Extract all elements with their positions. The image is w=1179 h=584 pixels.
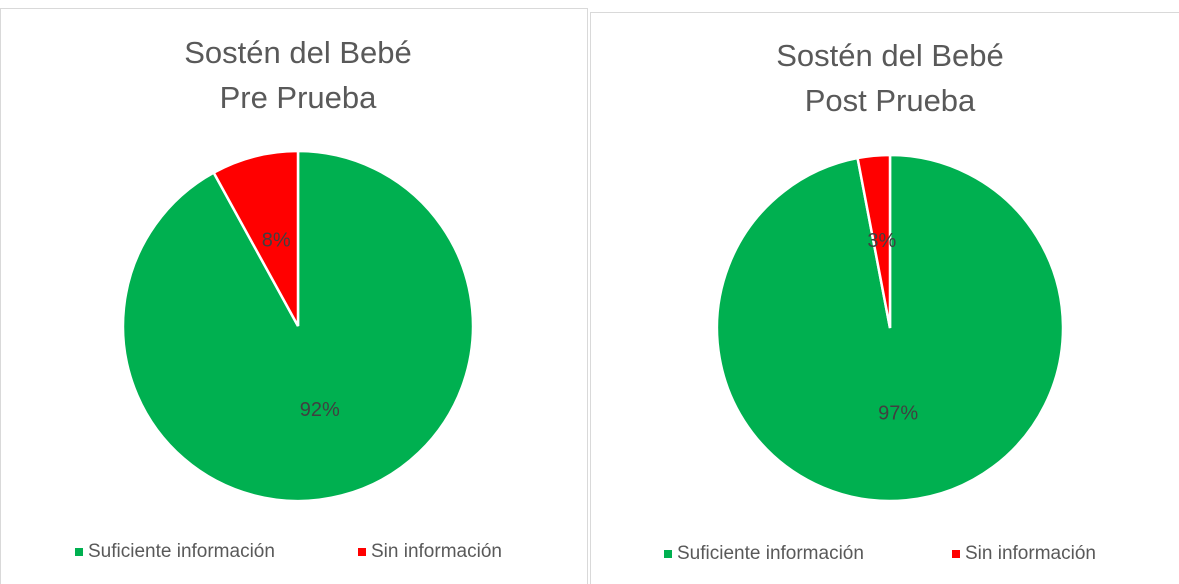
chart-title: Sostén del Bebé bbox=[776, 38, 1004, 73]
chart-title: Post Prueba bbox=[805, 83, 976, 118]
legend-label: Sin información bbox=[371, 541, 502, 562]
pie-slice bbox=[211, 149, 300, 327]
legend-swatch bbox=[75, 548, 83, 556]
legend-label: Suficiente información bbox=[677, 543, 864, 564]
legend-label: Suficiente información bbox=[88, 541, 275, 562]
chart-title: Sostén del Bebé bbox=[184, 35, 412, 70]
legend-swatch bbox=[358, 548, 366, 556]
data-label: 92% bbox=[300, 399, 340, 421]
data-label: 3% bbox=[867, 230, 896, 252]
legend-swatch bbox=[664, 550, 672, 558]
data-label: 8% bbox=[262, 230, 291, 252]
legend-swatch bbox=[952, 550, 960, 558]
chart-title: Pre Prueba bbox=[220, 80, 378, 115]
pie-slice bbox=[856, 153, 892, 329]
data-label: 97% bbox=[878, 402, 918, 424]
legend-label: Sin información bbox=[965, 543, 1096, 564]
